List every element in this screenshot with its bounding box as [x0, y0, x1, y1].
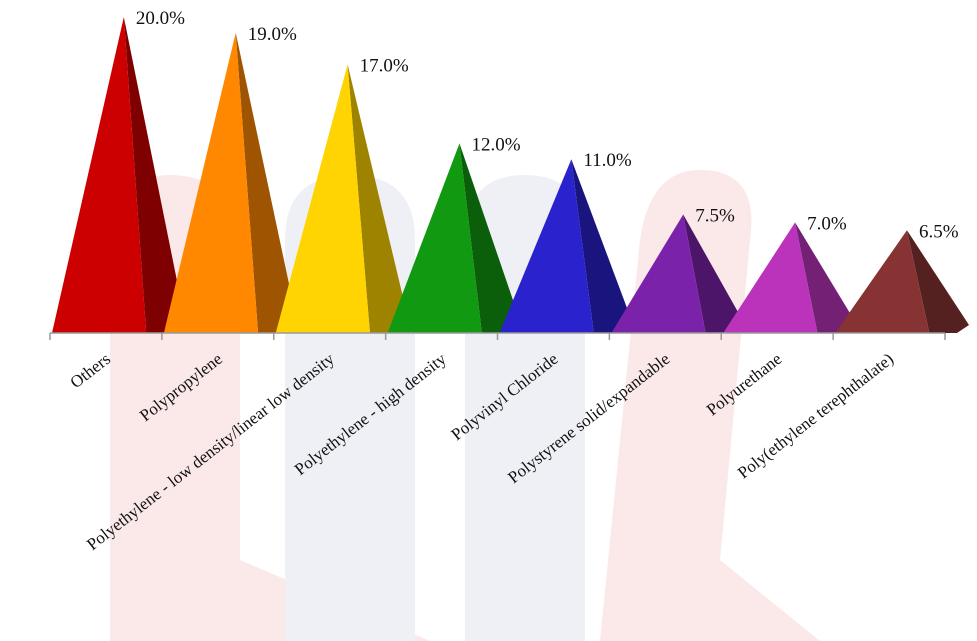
pyramid-side-face [795, 222, 858, 333]
pyramid-side-face [906, 230, 969, 333]
pyramid-2 [163, 32, 259, 334]
pyramid-7 [723, 222, 818, 333]
pyramid-1 [52, 17, 147, 333]
data-label-6: 7.5% [695, 206, 735, 227]
pyramid-side-face [683, 214, 746, 333]
pyramid-side-face [571, 159, 634, 333]
data-label-4: 12.0% [471, 134, 520, 155]
data-label-1: 20.0% [136, 8, 185, 29]
data-label-2: 19.0% [248, 24, 297, 45]
pyramid-side-face [123, 17, 186, 333]
pyramid-3 [275, 64, 370, 334]
data-label-3: 17.0% [360, 55, 409, 76]
category-label-1: Others [67, 349, 114, 392]
pyramid-5 [499, 159, 594, 333]
data-labels: 20.0% 19.0% 17.0% 12.0% 11.0% 7.5% 7.0% 6.5% [136, 8, 959, 242]
pyramid-8 [835, 230, 930, 333]
data-label-5: 11.0% [583, 150, 632, 171]
pyramid-4 [387, 143, 482, 333]
data-label-7: 7.0% [807, 213, 847, 234]
x-axis-ticks [49, 333, 946, 340]
pyramid-side-face [347, 64, 410, 334]
data-label-8: 6.5% [919, 221, 959, 242]
pyramid-6 [611, 214, 706, 333]
pyramid-side-face [459, 143, 522, 333]
pyramid-series [52, 17, 969, 334]
pyramid-side-face [235, 32, 298, 334]
